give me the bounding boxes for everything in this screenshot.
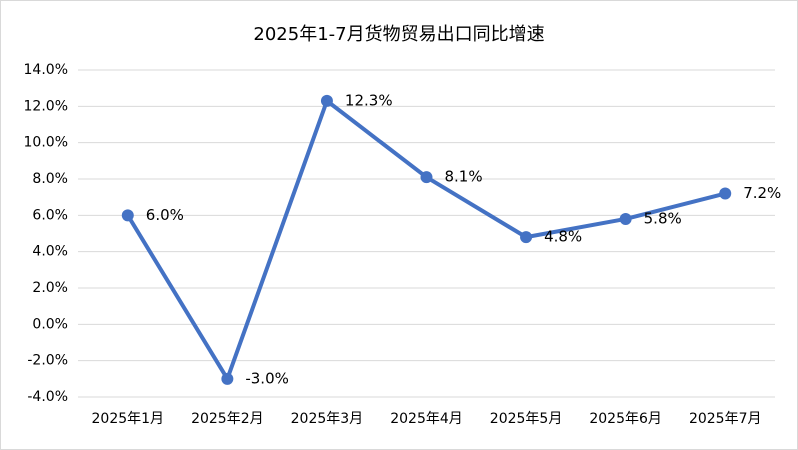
x-tick-label: 2025年2月 [191, 411, 264, 427]
x-tick-label: 2025年3月 [291, 411, 364, 427]
data-label: 8.1% [445, 168, 483, 186]
y-tick-label: -2.0% [27, 353, 68, 369]
y-tick-label: 14.0% [24, 62, 68, 78]
x-tick-label: 2025年1月 [92, 411, 165, 427]
marker [320, 94, 333, 107]
y-tick-label: 4.0% [32, 244, 68, 260]
y-tick-label: -4.0% [27, 389, 68, 405]
x-tick-label: 2025年6月 [589, 411, 662, 427]
data-label: 7.2% [743, 184, 781, 202]
data-label: 12.3% [345, 91, 393, 109]
chart-title: 2025年1-7月货物贸易出口同比增速 [253, 24, 544, 45]
marker [520, 231, 533, 244]
y-tick-label: 0.0% [32, 316, 68, 332]
marker [221, 372, 234, 385]
marker [719, 187, 732, 200]
data-label: -3.0% [245, 369, 289, 387]
data-label: 6.0% [146, 206, 184, 224]
y-tick-label: 6.0% [32, 207, 68, 223]
x-tick-label: 2025年5月 [490, 411, 563, 427]
y-tick-label: 12.0% [24, 98, 68, 114]
marker [619, 212, 632, 225]
data-label: 4.8% [544, 228, 582, 246]
y-tick-label: 8.0% [32, 171, 68, 187]
y-tick-label: 10.0% [24, 135, 68, 151]
marker [420, 171, 433, 184]
x-tick-label: 2025年7月 [689, 411, 762, 427]
x-tick-label: 2025年4月 [390, 411, 463, 427]
marker [121, 209, 134, 222]
data-label: 5.8% [644, 209, 682, 227]
y-tick-label: 2.0% [32, 280, 68, 296]
